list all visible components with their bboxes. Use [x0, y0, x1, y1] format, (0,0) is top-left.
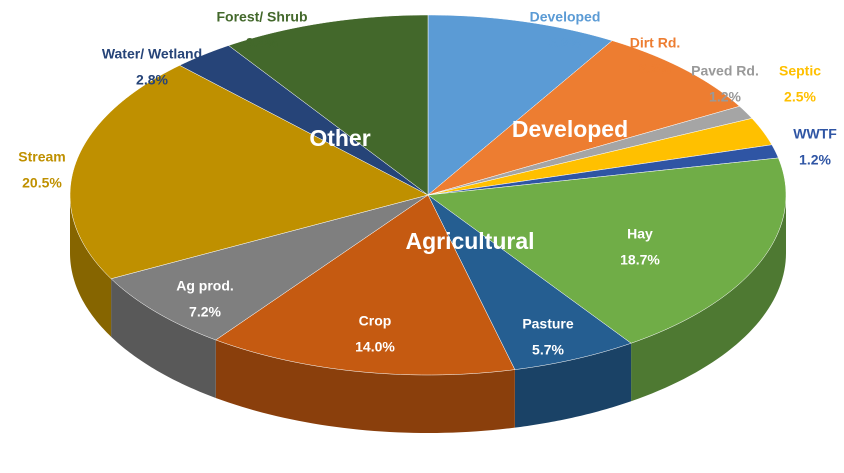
- slice-value-label: 1.2%: [799, 152, 831, 168]
- slice-label: WWTF: [793, 126, 837, 142]
- slice-value-label: 2.8%: [136, 72, 168, 88]
- slice-label: Dirt Rd.: [630, 35, 681, 51]
- slice-label: Forest/ Shrub: [216, 9, 307, 25]
- slice-value-label: 1.2%: [709, 89, 741, 105]
- slice-value-label: 5.7%: [532, 342, 564, 358]
- slice-label: Hay: [627, 226, 653, 242]
- slice-value-label: 8.6%: [549, 35, 581, 51]
- slice: [427, 14, 613, 196]
- slice: [110, 194, 429, 341]
- slice: [215, 194, 516, 376]
- slice: [427, 118, 773, 196]
- slice-value-label: 18.7%: [620, 252, 660, 268]
- group-label: Agricultural: [405, 228, 534, 254]
- slice: [179, 45, 429, 196]
- slice-label: Developed: [530, 9, 601, 25]
- slice-side: [111, 278, 216, 398]
- slice-label: Stream: [18, 149, 65, 165]
- slice-label: Paved Rd.: [691, 63, 759, 79]
- slice-value-label: 7.2%: [189, 304, 221, 320]
- slice: [427, 106, 753, 196]
- slice: [228, 14, 429, 196]
- slice: [69, 65, 429, 280]
- slice-value-label: 2.5%: [784, 89, 816, 105]
- slice-value-label: 9.4%: [246, 35, 278, 51]
- slice-value-label: 8.2%: [639, 61, 671, 77]
- slice: [427, 194, 632, 370]
- slice-label: Pasture: [522, 316, 574, 332]
- group-label: Developed: [512, 116, 628, 142]
- slice: [427, 40, 741, 196]
- group-label: Other: [309, 125, 370, 151]
- slice: [427, 144, 779, 196]
- slice-side: [70, 195, 112, 337]
- slice-value-label: 20.5%: [22, 175, 62, 191]
- slice-label: Ag prod.: [176, 278, 234, 294]
- slice-side: [215, 339, 515, 433]
- slice-value-label: 14.0%: [355, 339, 395, 355]
- slice-side: [631, 195, 786, 402]
- slice-label: Crop: [359, 313, 392, 329]
- slice-label: Septic: [779, 63, 821, 79]
- slice-side: [514, 343, 632, 428]
- slice-label: Water/ Wetland: [102, 46, 202, 62]
- slice: [427, 157, 787, 344]
